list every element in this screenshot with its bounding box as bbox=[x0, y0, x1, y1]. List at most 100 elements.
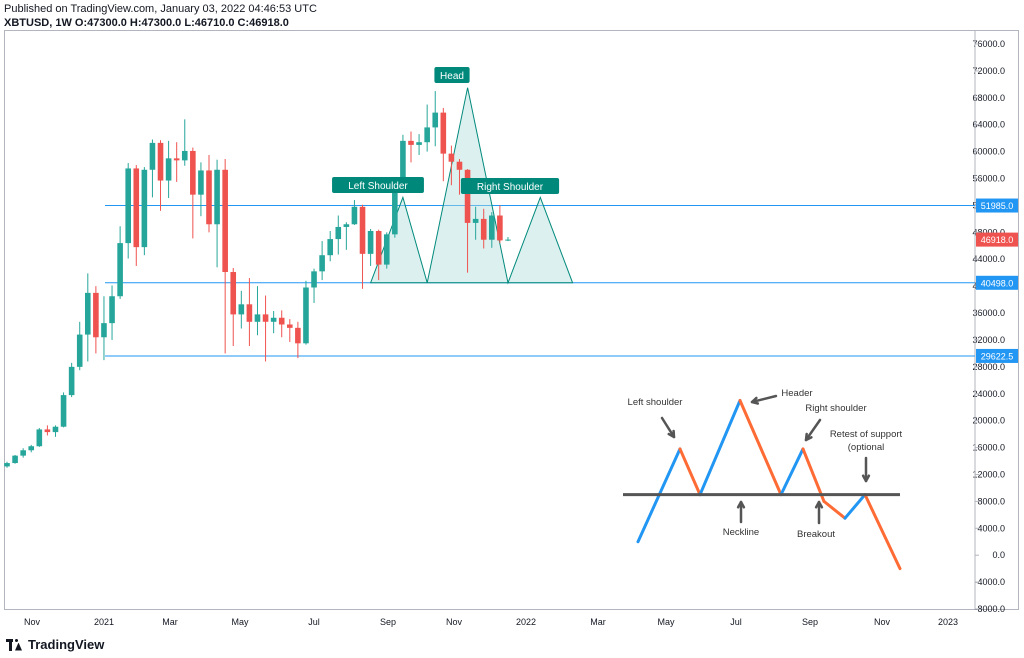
x-tick-label: Nov bbox=[874, 617, 891, 627]
price-level-label: 29622.5 bbox=[981, 351, 1014, 361]
candle-body bbox=[149, 142, 156, 170]
price-level-label: 51985.0 bbox=[981, 201, 1014, 211]
arrow-head-icon bbox=[667, 429, 676, 439]
y-tick-label: 72000.0 bbox=[972, 66, 1005, 76]
candle-body bbox=[76, 334, 83, 367]
schematic-label: Right shoulder bbox=[805, 403, 866, 414]
y-tick-label: 28000.0 bbox=[972, 362, 1005, 372]
candle-body bbox=[238, 304, 245, 315]
schematic-segment bbox=[801, 447, 826, 503]
candle-body bbox=[4, 463, 10, 467]
candle-body bbox=[392, 184, 398, 235]
annotation-arrow-icon bbox=[750, 394, 778, 404]
y-tick-label: 4000.0 bbox=[977, 523, 1005, 533]
x-tick-label: Jul bbox=[730, 617, 742, 627]
x-tick-label: 2021 bbox=[94, 617, 114, 627]
candle-body bbox=[28, 446, 35, 451]
candle-body bbox=[230, 272, 237, 315]
candle-body bbox=[383, 234, 390, 265]
x-tick-label: Nov bbox=[446, 617, 463, 627]
y-tick-label: 12000.0 bbox=[972, 469, 1005, 479]
x-tick-label: May bbox=[231, 617, 249, 627]
candle-body bbox=[206, 170, 212, 225]
candle-body bbox=[198, 170, 204, 195]
candle-body bbox=[311, 271, 317, 288]
schematic-segment bbox=[863, 493, 902, 571]
arrow-head-icon bbox=[750, 396, 760, 405]
candle-body bbox=[424, 127, 430, 143]
candle-body bbox=[125, 168, 131, 244]
candle-body bbox=[157, 142, 164, 181]
candle-body bbox=[165, 158, 172, 181]
candle-body bbox=[351, 206, 358, 225]
candle-body bbox=[343, 224, 350, 227]
candle-body bbox=[319, 255, 325, 272]
candle-body bbox=[93, 292, 99, 338]
y-tick-label: -8000.0 bbox=[974, 604, 1005, 614]
brand-name: TradingView bbox=[28, 637, 105, 652]
x-tick-label: Sep bbox=[380, 617, 396, 627]
y-tick-label: 68000.0 bbox=[972, 93, 1005, 103]
candle-body bbox=[60, 395, 67, 427]
candle-body bbox=[173, 158, 180, 161]
y-tick-label: 64000.0 bbox=[972, 120, 1005, 130]
candle-body bbox=[262, 314, 269, 322]
candle-body bbox=[287, 324, 293, 328]
price-level-label: 40498.0 bbox=[981, 278, 1014, 288]
chart-frame[interactable] bbox=[4, 30, 1019, 610]
arrow-head-icon bbox=[736, 500, 746, 509]
schematic-segment bbox=[678, 447, 702, 497]
candle-body bbox=[141, 169, 148, 248]
tradingview-logo-icon bbox=[6, 638, 22, 651]
candle-body bbox=[52, 426, 59, 433]
candle-body bbox=[472, 218, 479, 223]
candle-body bbox=[303, 287, 309, 344]
candle-body bbox=[133, 168, 140, 248]
candle-body bbox=[359, 206, 366, 254]
last-price-label: 46918.0 bbox=[981, 235, 1014, 245]
candle-body bbox=[335, 226, 342, 240]
candle-body bbox=[246, 304, 253, 322]
candle-body bbox=[497, 215, 503, 241]
x-tick-label: 2023 bbox=[938, 617, 958, 627]
candle-body bbox=[85, 292, 91, 335]
x-tick-label: Mar bbox=[590, 617, 606, 627]
candle-body bbox=[448, 153, 455, 162]
candle-body bbox=[222, 169, 228, 273]
schematic-label: Retest of support bbox=[830, 429, 903, 440]
schematic-segment bbox=[698, 398, 742, 497]
candle-body bbox=[416, 142, 422, 145]
candle-body bbox=[44, 429, 51, 433]
annotation-arrow-icon bbox=[804, 418, 822, 442]
arrow-head-icon bbox=[861, 474, 871, 483]
symbol-ohlc: XBTUSD, 1W O:47300.0 H:47300.0 L:46710.0… bbox=[4, 17, 289, 29]
candle-body bbox=[117, 243, 123, 297]
candle-body bbox=[181, 150, 188, 161]
y-tick-label: 44000.0 bbox=[972, 254, 1005, 264]
pattern-label-box bbox=[332, 177, 424, 193]
schematic-segment bbox=[843, 493, 867, 520]
candle-body bbox=[36, 429, 43, 447]
arrow-head-icon bbox=[814, 500, 824, 509]
candle-body bbox=[456, 161, 463, 170]
candle-body bbox=[375, 230, 382, 265]
y-tick-label: 16000.0 bbox=[972, 443, 1005, 453]
x-tick-label: May bbox=[657, 617, 675, 627]
y-tick-label: 32000.0 bbox=[972, 335, 1005, 345]
x-tick-label: Jul bbox=[308, 617, 320, 627]
candle-body bbox=[432, 112, 439, 128]
candle-body bbox=[480, 218, 487, 240]
candle-body bbox=[254, 314, 261, 322]
candle-body bbox=[20, 450, 26, 456]
schematic-label: Breakout bbox=[797, 529, 835, 540]
tradingview-brand[interactable]: TradingView bbox=[6, 637, 104, 652]
candle-body bbox=[68, 366, 75, 396]
x-tick-label: Mar bbox=[162, 617, 178, 627]
y-tick-label: 76000.0 bbox=[972, 39, 1005, 49]
schematic-label: Header bbox=[781, 388, 812, 399]
y-tick-label: 8000.0 bbox=[977, 496, 1005, 506]
candle-body bbox=[408, 140, 414, 145]
y-tick-label: 0.0 bbox=[992, 550, 1005, 560]
candle-body bbox=[214, 169, 220, 225]
